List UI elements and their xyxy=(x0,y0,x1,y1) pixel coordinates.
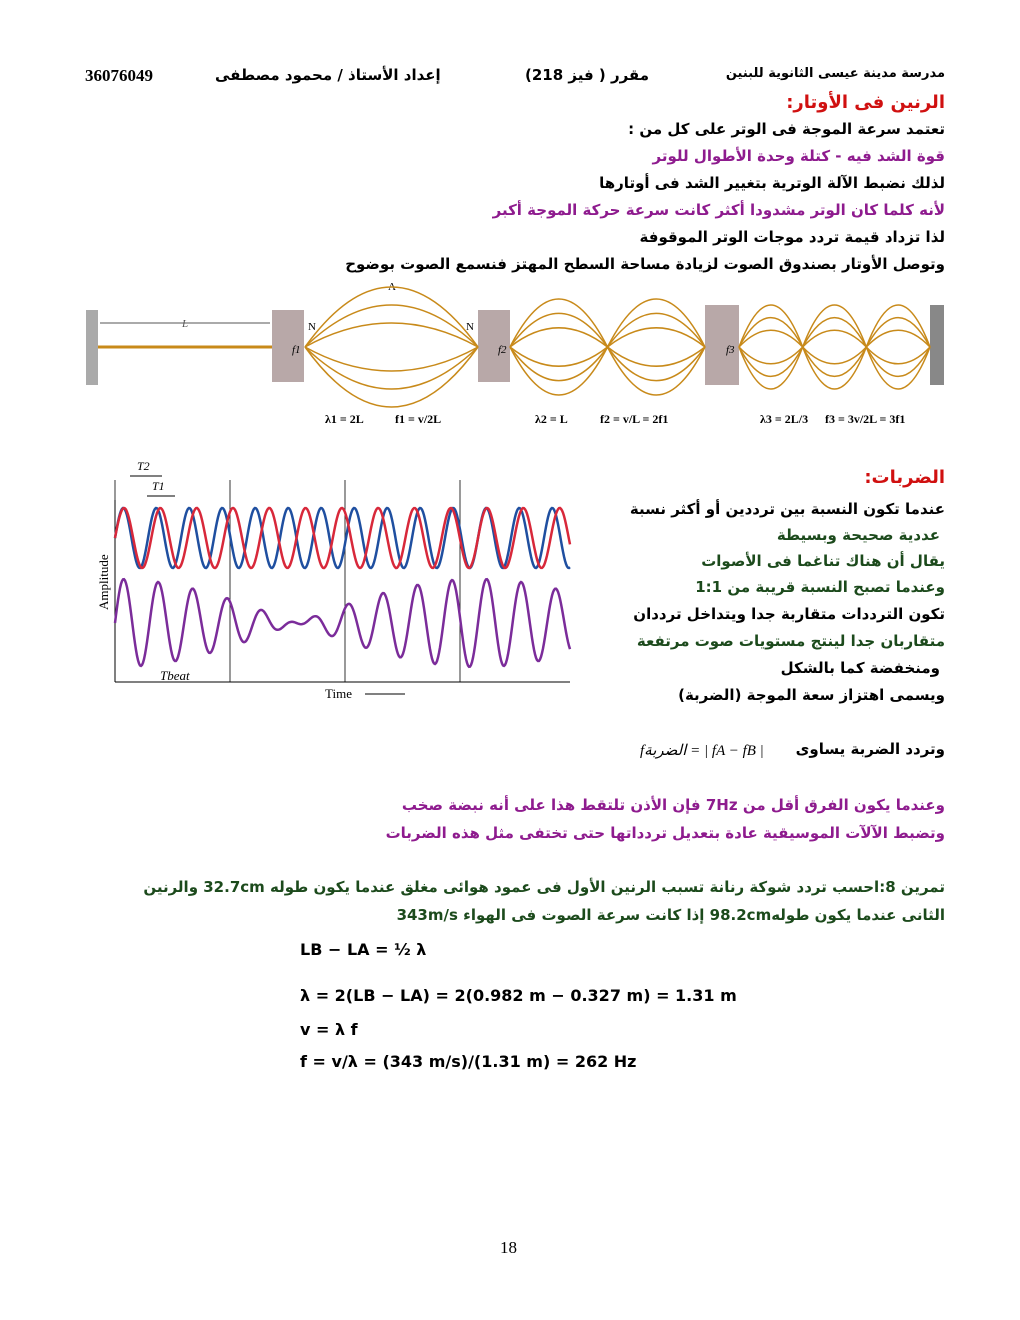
wall xyxy=(86,310,98,385)
formula-label: f3 = 3v/2L = 3f1 xyxy=(825,412,905,426)
wave xyxy=(738,346,804,365)
wave xyxy=(509,346,608,367)
text-line: عددية صحيحة وبسيطة xyxy=(776,526,940,544)
standing-waves-figure: L f1 f2 f3 N N A λ1 = 2L f1 = v/2L λ2 = … xyxy=(86,281,944,426)
text-line: قوة الشد فيه - كتلة وحدة الأطوال للوتر xyxy=(652,147,945,165)
formula-label: λ2 = L xyxy=(535,412,568,426)
wave xyxy=(607,346,706,367)
wave xyxy=(865,346,931,365)
formula: fالضربة = | fA − fB | xyxy=(640,743,764,759)
solution-line: v = λ f xyxy=(300,1020,358,1039)
period-label: T2 xyxy=(137,459,150,473)
wave xyxy=(304,346,479,390)
exercise-line: تمرين 8:احسب تردد شوكة رنانة تسبب الرنين… xyxy=(143,878,945,896)
text-line: عندما تكون النسبة بين ترددين أو أكثر نسب… xyxy=(629,500,945,518)
axis-label: Time xyxy=(325,686,352,701)
formula-label: λ1 = 2L xyxy=(325,412,364,426)
exercise-line: الثانى عندما يكون طوله98.2cm إذا كانت سر… xyxy=(396,906,945,924)
wave xyxy=(304,346,479,372)
text-line: وتوصل الأوتار بصندوق الصوت لزيادة مساحة … xyxy=(345,255,945,273)
wave xyxy=(738,346,804,377)
page-number: 18 xyxy=(500,1238,517,1257)
wave xyxy=(865,346,931,390)
wave xyxy=(738,317,804,348)
axis-label: Amplitude xyxy=(96,554,111,610)
wave xyxy=(801,346,868,390)
text-line: لذا تزداد قيمة تردد موجات الوتر الموقوفة xyxy=(639,228,945,246)
wave xyxy=(509,346,609,396)
wave xyxy=(304,286,479,348)
text-line: تعتمد سرعة الموجة فى الوتر على كل من : xyxy=(628,120,945,138)
node-label: N xyxy=(466,321,474,333)
block xyxy=(705,305,739,385)
text-line: وعندما تصبح النسبة قريبة من 1:1 xyxy=(695,578,945,596)
solution-line: f = v/λ = (343 m/s)/(1.31 m) = 262 Hz xyxy=(300,1052,637,1071)
text-line: لأنه كلما كان الوتر مشدودا أكثر كانت سرع… xyxy=(492,201,945,219)
wave xyxy=(738,329,804,348)
wave xyxy=(801,304,868,348)
wave xyxy=(304,322,479,348)
text-line: يقال أن هناك تناغما فى الأصوات xyxy=(701,552,945,570)
wave xyxy=(113,577,572,669)
wall xyxy=(930,305,944,385)
wave xyxy=(738,346,804,390)
code: 36076049 xyxy=(85,66,153,85)
period-label: T1 xyxy=(152,479,165,493)
block-label: f2 xyxy=(498,344,507,356)
course: مقرر ( فيز 218) xyxy=(525,66,650,84)
author: إعداد الأستاذ / محمود مصطفى xyxy=(215,66,441,84)
text-line: ويسمى اهتزاز سعة الموجة (الضربة) xyxy=(678,686,945,704)
beat-label: Tbeat xyxy=(160,668,190,683)
wave xyxy=(113,506,572,570)
wave xyxy=(509,327,608,348)
solution-line: LB − LA = ½ λ xyxy=(300,940,427,959)
wave xyxy=(865,329,931,348)
text-line: وعندما يكون الفرق أقل من 7Hz فإن الأذن ت… xyxy=(401,796,945,814)
formula-label: f1 = v/2L xyxy=(395,412,441,426)
text-line: وتضبط الآلآت الموسيقية عادة بتعديل ترددا… xyxy=(385,824,945,842)
text-line: متقاربان جدا لينتج مستويات صوت مرتفعة xyxy=(636,632,945,650)
length-label: L xyxy=(181,318,188,330)
wave xyxy=(304,304,479,348)
node-label: N xyxy=(308,321,316,333)
solution-line: λ = 2(LB − LA) = 2(0.982 m − 0.327 m) = … xyxy=(300,986,737,1005)
wave xyxy=(113,506,571,570)
wave xyxy=(509,298,609,348)
formula-label: f2 = v/L = 2f1 xyxy=(600,412,668,426)
formula-label: λ3 = 2L/3 xyxy=(760,412,808,426)
wave xyxy=(304,346,479,408)
wave xyxy=(606,346,706,396)
wave xyxy=(802,317,867,348)
text-line: وتردد الضربة يساوى xyxy=(795,740,945,758)
wave xyxy=(738,304,804,348)
wave xyxy=(509,312,609,348)
beats-figure: T2 T1 Amplitude Time Tbeat xyxy=(96,459,572,701)
section-title: الرنين فى الأوتار: xyxy=(786,92,945,113)
wave xyxy=(865,317,931,348)
wave xyxy=(607,327,706,348)
wave xyxy=(606,298,706,348)
wave xyxy=(865,304,931,348)
wave xyxy=(606,346,706,382)
wave xyxy=(802,346,867,365)
text-line: تكون الترددات متقاربة جدا ويتداخل ترددان xyxy=(633,605,945,623)
block-label: f1 xyxy=(292,344,301,356)
wave xyxy=(802,346,867,377)
school: مدرسة مدينة عيسى الثانوية للبنين xyxy=(725,66,945,81)
wave xyxy=(802,329,867,348)
block-label: f3 xyxy=(726,344,735,356)
wave xyxy=(509,346,609,382)
wave xyxy=(606,312,706,348)
text-line: ومنخفضة كما بالشكل xyxy=(780,659,940,677)
text-line: لذلك نضبط الآلة الوترية بتغيير الشد فى أ… xyxy=(599,174,945,192)
section-title: الضربات: xyxy=(864,467,945,488)
block xyxy=(272,310,304,382)
wave xyxy=(865,346,931,377)
block xyxy=(478,310,510,382)
